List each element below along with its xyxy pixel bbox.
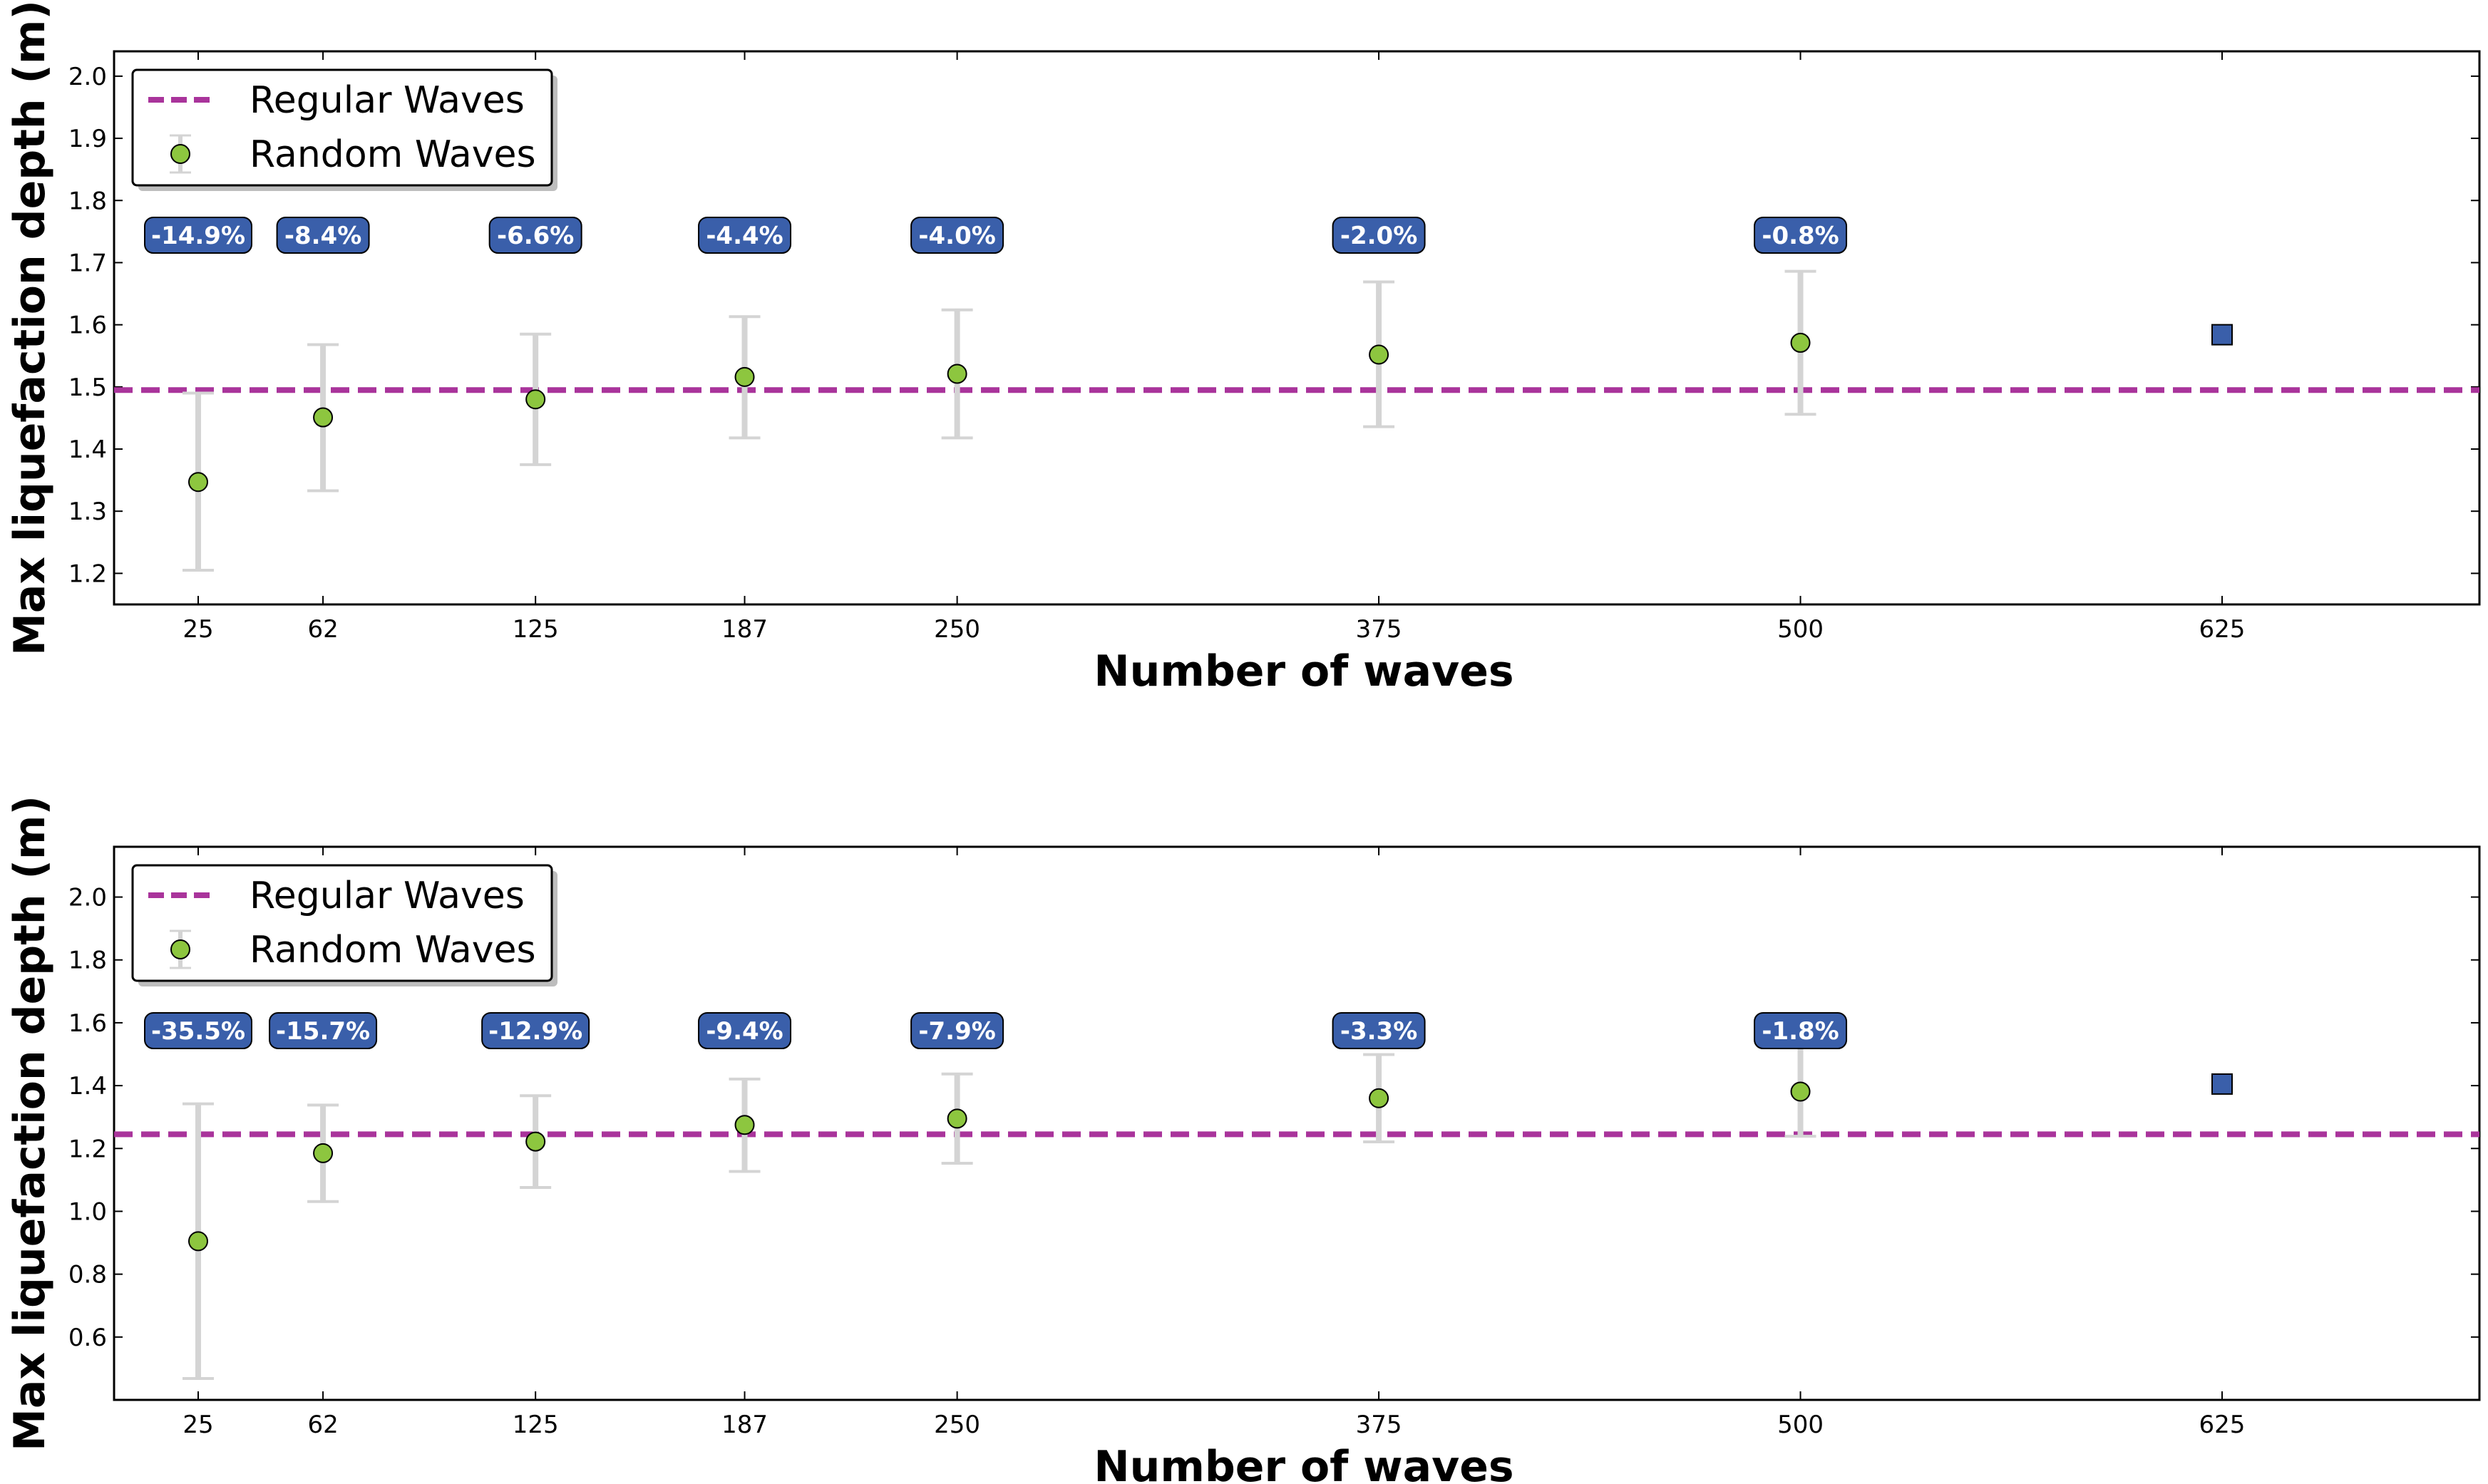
y-tick-label: 1.4 [68,436,107,464]
top-panel: 1.2 1.3 1.4 1.5 1.6 1.7 1.8 1.9 2.0 25 62 125 187 250… [5,0,2481,696]
random-wave-point [947,1108,967,1129]
percent-label: -1.8% [1762,1017,1839,1046]
y-tick-label: 2.0 [68,63,107,91]
y-tick-label: 0.6 [68,1324,107,1352]
percent-badge [144,217,252,254]
y-tick-label: 1.9 [68,125,107,153]
y-tick-label: 1.6 [68,311,107,340]
y-axis-title: Max liquefaction depth (m) [5,0,55,656]
x-tick-label: 625 [2199,615,2246,644]
x-tick-label: 187 [721,1411,768,1439]
random-wave-point [313,1143,334,1163]
percent-badge [481,1012,590,1049]
reference-point [2211,324,2233,346]
x-tick-label: 187 [721,615,768,644]
percent-label: -4.4% [706,222,783,250]
x-tick-label: 125 [513,615,559,644]
x-tick-label: 500 [1777,1411,1824,1439]
random-wave-point [1369,1088,1389,1108]
x-tick-label: 250 [934,615,980,644]
random-wave-point [525,1131,546,1152]
x-axis-title: Number of waves [1094,646,1513,696]
legend-random-swatch [170,939,190,959]
y-tick-label: 1.2 [68,560,107,588]
percent-label: -3.3% [1340,1017,1417,1046]
y-axis-title: Max liquefaction depth (m) [5,795,55,1451]
percent-label: -35.5% [151,1017,245,1046]
percent-label: -15.7% [276,1017,370,1046]
y-tick-label: 0.8 [68,1261,107,1289]
random-wave-point [947,364,967,384]
percent-badge [698,1012,792,1049]
percent-label: -6.6% [497,222,574,250]
percent-badge [269,1012,378,1049]
percent-badge [698,217,792,254]
y-tick-label: 1.2 [68,1135,107,1163]
random-wave-point [734,366,755,387]
percent-badge [1332,217,1426,254]
percent-label: -0.8% [1762,222,1839,250]
percent-badge [1754,217,1848,254]
plot-frame [113,50,2481,606]
legend-box [131,864,553,982]
y-tick-label: 1.5 [68,373,107,402]
legend-regular-label: Regular Waves [250,79,525,122]
legend-random-swatch [170,144,190,164]
legend-box [131,68,553,187]
legend-random-label: Random Waves [250,929,536,972]
x-tick-label: 375 [1356,615,1402,644]
x-tick-label: 500 [1777,615,1824,644]
x-tick-label: 25 [183,615,213,644]
x-tick-label: 62 [307,615,338,644]
percent-label: -8.4% [284,222,361,250]
plot-frame [113,845,2481,1401]
percent-label: -12.9% [488,1017,582,1046]
y-tick-label: 2.0 [68,884,107,912]
y-tick-label: 1.7 [68,249,107,277]
x-tick-label: 25 [183,1411,213,1439]
percent-badge [1754,1012,1848,1049]
legend-random-label: Random Waves [250,133,536,176]
percent-label: -14.9% [151,222,245,250]
legend-regular-label: Regular Waves [250,875,525,917]
random-wave-point [525,389,546,410]
y-tick-label: 1.6 [68,1009,107,1038]
y-tick-label: 1.8 [68,947,107,975]
y-tick-label: 1.3 [68,498,107,526]
random-wave-point [188,472,208,493]
y-tick-label: 1.8 [68,187,107,215]
percent-label: -4.0% [918,222,995,250]
x-axis-title: Number of waves [1094,1442,1513,1484]
x-tick-label: 250 [934,1411,980,1439]
percent-label: -9.4% [706,1017,783,1046]
bottom-panel: 0.6 0.8 1.0 1.2 1.4 1.6 1.8 2.0 25 62 125 187 250 375… [5,795,2481,1484]
x-tick-label: 125 [513,1411,559,1439]
random-wave-point [1790,332,1811,353]
percent-label: -2.0% [1340,222,1417,250]
random-wave-point [1369,344,1389,365]
percent-badge [910,217,1004,254]
random-wave-point [188,1231,208,1252]
x-tick-label: 625 [2199,1411,2246,1439]
percent-badge [910,1012,1004,1049]
random-wave-point [1790,1081,1811,1102]
y-tick-label: 1.0 [68,1197,107,1226]
reference-point [2211,1073,2233,1095]
percent-badge [144,1012,252,1049]
percent-badge [1332,1012,1426,1049]
random-wave-point [734,1115,755,1135]
random-wave-point [313,407,334,428]
percent-badge [488,217,582,254]
percent-badge [276,217,370,254]
percent-label: -7.9% [918,1017,995,1046]
y-tick-label: 1.4 [68,1072,107,1101]
x-tick-label: 62 [307,1411,338,1439]
x-tick-label: 375 [1356,1411,1402,1439]
